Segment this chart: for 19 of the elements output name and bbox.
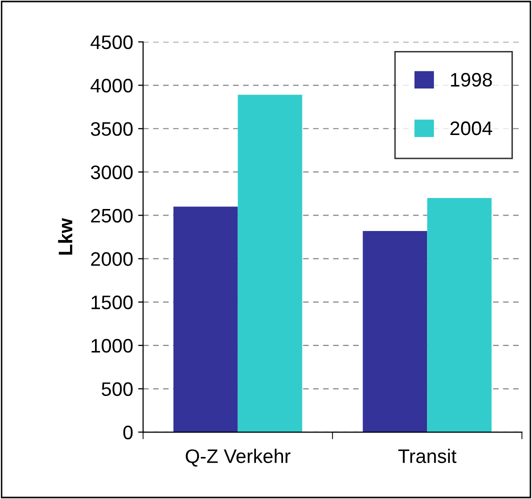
y-tick-label: 3000 bbox=[90, 165, 133, 180]
bar bbox=[238, 94, 302, 432]
legend-label: 2004 bbox=[450, 121, 492, 136]
bar bbox=[173, 206, 238, 432]
legend-label: 1998 bbox=[450, 72, 492, 87]
y-axis-title: Lkw bbox=[58, 218, 72, 255]
y-tick-label: 1500 bbox=[92, 296, 133, 310]
bar bbox=[362, 230, 428, 432]
bar bbox=[427, 198, 492, 432]
y-tick-label: 3500 bbox=[90, 122, 133, 136]
y-tick-label: 2500 bbox=[91, 208, 133, 223]
y-tick-label: 2000 bbox=[91, 252, 133, 266]
y-tick-label: 4500 bbox=[90, 35, 133, 50]
x-tick-label: Q-Z Verkehr bbox=[186, 448, 290, 467]
y-tick-label: 4000 bbox=[90, 78, 133, 93]
y-tick-label: 1000 bbox=[92, 338, 133, 353]
y-tick-label: 0 bbox=[123, 426, 133, 440]
y-tick-label: 500 bbox=[102, 382, 133, 396]
x-tick-label: Transit bbox=[398, 448, 456, 464]
